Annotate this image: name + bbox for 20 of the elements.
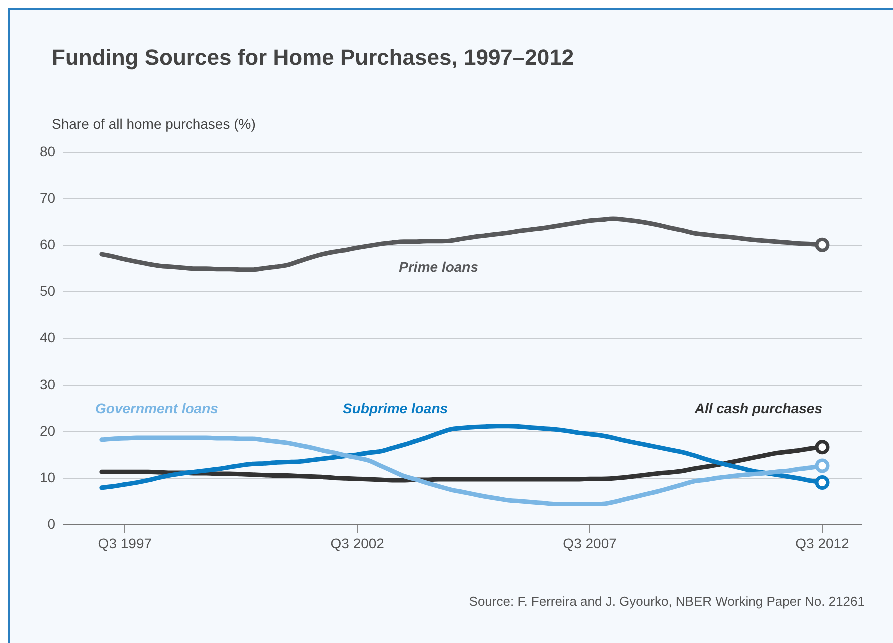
y-tick-label: 20 <box>40 422 56 439</box>
y-tick-label: 80 <box>40 143 56 160</box>
x-tick-label: Q3 2007 <box>563 535 618 552</box>
x-tick-label: Q3 2012 <box>796 535 850 552</box>
y-tick-label: 10 <box>40 469 56 486</box>
series-label: Prime loans <box>399 258 479 275</box>
series-label: All cash purchases <box>694 400 823 416</box>
x-tick-label: Q3 1997 <box>98 535 152 552</box>
y-tick-label: 40 <box>40 330 56 346</box>
y-tick-label: 50 <box>40 283 56 300</box>
y-tick-label: 70 <box>40 190 56 206</box>
y-axis-title: Share of all home purchases (%) <box>52 116 256 132</box>
series-label: Subprime loans <box>343 400 448 416</box>
y-tick-label: 30 <box>40 376 56 392</box>
y-tick-label: 0 <box>48 516 56 532</box>
x-tick-label: Q3 2002 <box>330 535 385 552</box>
series-label: Government loans <box>96 400 219 416</box>
source-note: Source: F. Ferreira and J. Gyourko, NBER Working Paper No. 21261 <box>469 594 865 609</box>
y-tick-label: 60 <box>40 236 56 252</box>
chart-title: Funding Sources for Home Purchases, 1997–2012 <box>52 45 574 71</box>
